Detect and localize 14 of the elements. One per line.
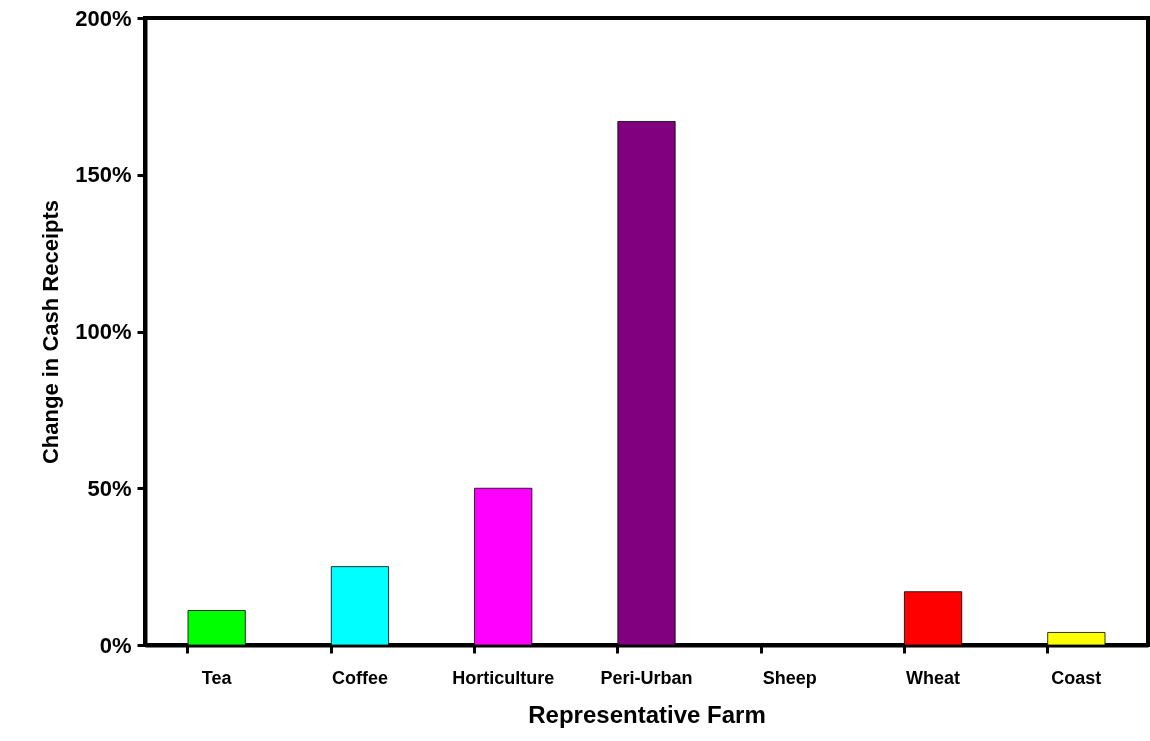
y-axis-title: Change in Cash Receipts <box>38 199 64 465</box>
y-tick-label: 100% <box>75 319 132 344</box>
x-tick-label: Wheat <box>906 667 961 688</box>
x-tick-label: Sheep <box>762 667 817 688</box>
y-tick-label: 150% <box>75 162 132 188</box>
y-tick-label: 50% <box>87 475 132 501</box>
x-tick-label: Horticulture <box>452 667 555 688</box>
y-tick-label: 0% <box>99 632 132 658</box>
x-tick-label: Peri-Urban <box>600 667 693 688</box>
y-tick-label: 200% <box>75 5 132 31</box>
x-tick-label: Tea <box>201 667 233 688</box>
x-tick-label: Coast <box>1051 667 1102 688</box>
x-axis-title: Representative Farm <box>528 700 766 728</box>
x-tick-label: Coffee <box>331 667 388 688</box>
